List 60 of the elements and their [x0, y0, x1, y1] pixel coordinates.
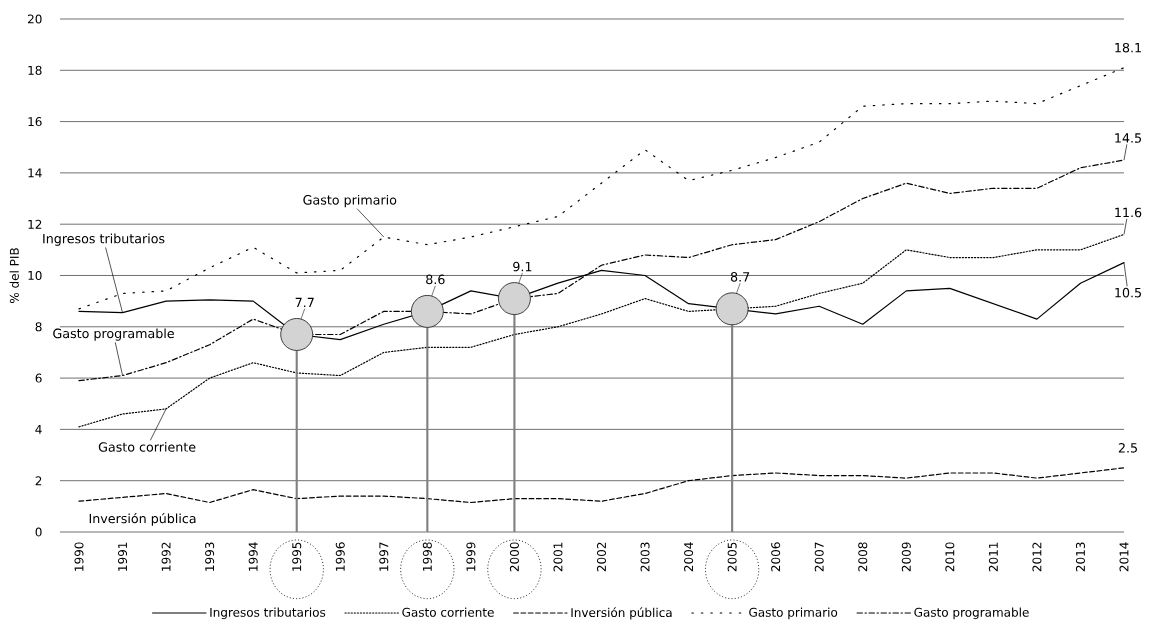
x-tick-label: 2007 — [814, 542, 824, 572]
x-tick-label: 2013 — [1075, 542, 1085, 572]
data-label: 8.7 — [730, 272, 750, 282]
data-label: 7.7 — [295, 297, 314, 308]
x-tick-label: 1995 — [292, 542, 302, 571]
annotation: 11.6 — [1115, 207, 1142, 218]
x-tick-label: 2010 — [945, 542, 955, 572]
x-tick-label: 2005 — [727, 542, 737, 572]
x-tick-label: 2012 — [1032, 542, 1042, 572]
annotation: 2.5 — [1118, 443, 1137, 453]
x-tick-label: 1993 — [205, 542, 215, 571]
y-tick-label: 2 — [35, 476, 42, 486]
x-tick-label: 1997 — [379, 542, 389, 571]
legend-label: Inversión pública — [571, 607, 672, 620]
y-tick-label: 6 — [35, 373, 42, 383]
y-tick-label: 20 — [28, 14, 42, 24]
x-tick-label: 1992 — [161, 542, 171, 571]
x-tick-label: 1990 — [74, 542, 84, 571]
y-tick-label: 18 — [28, 65, 42, 75]
x-tick-label: 1998 — [422, 542, 432, 571]
y-tick-label: 0 — [35, 527, 42, 537]
data-label: 9.1 — [513, 261, 532, 272]
y-tick-label: 8 — [35, 322, 42, 332]
annotation: Gasto corriente — [98, 441, 196, 452]
x-tick-label: 2014 — [1119, 542, 1129, 572]
legend-label: Ingresos tributarios — [210, 607, 326, 620]
legend-label: Gasto corriente — [402, 607, 494, 617]
x-tick-label: 1991 — [118, 542, 128, 571]
x-tick-label: 2003 — [640, 542, 650, 572]
y-tick-label: 12 — [28, 219, 42, 229]
legend-label: Gasto programable — [914, 607, 1029, 620]
x-tick-label: 2011 — [988, 542, 998, 572]
y-tick-label: 16 — [28, 117, 42, 127]
data-label: 8.6 — [426, 274, 445, 285]
x-tick-label: 2008 — [858, 542, 868, 572]
annotation: Ingresos tributarios — [43, 233, 165, 246]
x-tick-label: 2006 — [771, 542, 781, 572]
y-axis-title: % del PIB — [9, 248, 19, 304]
point — [715, 292, 749, 326]
y-tick-label: 10 — [28, 270, 42, 281]
x-tick-label: 1996 — [335, 542, 345, 571]
y-tick-label: 14 — [28, 168, 42, 178]
x-tick-label: 2001 — [553, 542, 563, 572]
y-tick-label: 4 — [35, 425, 42, 434]
point — [280, 318, 314, 351]
point — [497, 282, 531, 316]
x-tick-label: 2004 — [684, 542, 694, 572]
annotation: 18.1 — [1115, 42, 1141, 53]
x-tick-label: 1994 — [248, 542, 258, 571]
annotation: Inversión pública — [89, 512, 196, 526]
x-tick-label: 1999 — [466, 542, 476, 571]
x-tick-label: 2000 — [509, 542, 519, 572]
annotation: 14.5 — [1115, 133, 1142, 143]
x-tick-label: 2009 — [901, 542, 911, 572]
point — [410, 294, 444, 328]
annotation: 10.5 — [1115, 287, 1142, 298]
annotation: Gasto programable — [53, 328, 174, 341]
x-tick-label: 2002 — [596, 542, 607, 572]
annotation: Gasto primario — [303, 194, 397, 208]
legend-label: Gasto primario — [749, 607, 838, 620]
